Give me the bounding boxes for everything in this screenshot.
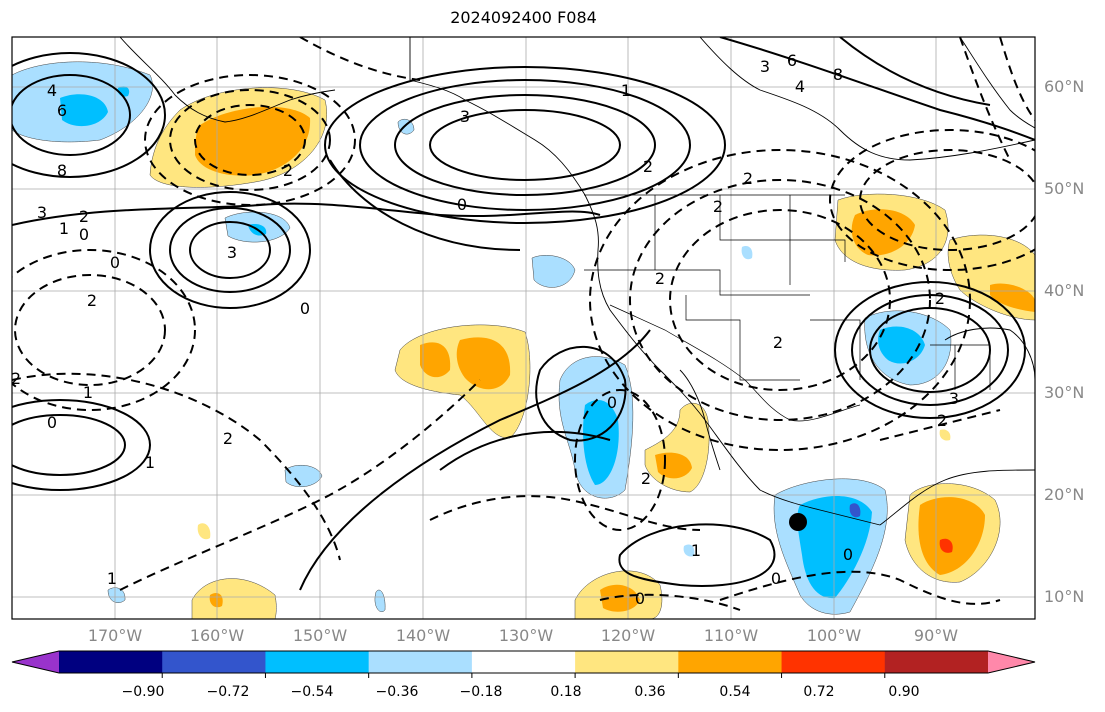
contour-label: 2 xyxy=(773,333,783,352)
contour-label: 2 xyxy=(223,429,233,448)
colorbar-extend-max xyxy=(988,651,1035,673)
colorbar-tick-label: −0.72 xyxy=(206,684,250,700)
lat-label: 40°N xyxy=(1044,281,1085,300)
contour-label: 3 xyxy=(760,57,770,76)
contour-label: 0 xyxy=(843,545,853,564)
colorbar-tick-label: 0.18 xyxy=(550,684,582,700)
lon-label: 90°W xyxy=(913,626,959,645)
contour-label: 4 xyxy=(795,77,805,96)
colorbar-segment xyxy=(265,651,370,673)
lon-label: 120°W xyxy=(600,626,656,645)
lat-label: 30°N xyxy=(1044,383,1085,402)
colorbar-tick-label: −0.36 xyxy=(375,684,419,700)
colorbar-extend-min xyxy=(12,651,59,673)
colorbar-tick-label: 0.54 xyxy=(719,684,751,700)
solid-contours xyxy=(12,37,1035,591)
colorbar-segment xyxy=(59,651,163,673)
contour-label: 2 xyxy=(87,291,97,310)
contour-label: 2 xyxy=(713,197,723,216)
map-title: 2024092400 F084 xyxy=(450,8,597,27)
lon-label: 130°W xyxy=(498,626,554,645)
contour-label: 2 xyxy=(283,161,293,180)
contour-label: 0 xyxy=(79,225,89,244)
colorbar-outline xyxy=(11,650,1036,674)
lat-label: 50°N xyxy=(1044,179,1085,198)
colorbar-segment xyxy=(471,651,576,673)
contour-label: 3 xyxy=(949,389,959,408)
contour-label: 3 xyxy=(460,107,470,126)
colorbar-segment xyxy=(884,651,989,673)
contour-label: 2 xyxy=(655,269,665,288)
lon-label: 110°W xyxy=(703,626,759,645)
contour-label: 4 xyxy=(47,81,57,100)
contour-labels: 4 6 8 3 1 0 2 2 0 2 0 1 3 1 2 0 3 6 8 4 … xyxy=(11,51,959,608)
contour-label: 2 xyxy=(11,369,21,388)
contour-label: 0 xyxy=(300,299,310,318)
contour-label: 1 xyxy=(83,383,93,402)
lon-label: 170°W xyxy=(87,626,143,645)
colorbar-tick-label: 0.90 xyxy=(888,684,920,700)
colorbar-segment xyxy=(781,651,886,673)
contour-label: 1 xyxy=(621,81,631,100)
contour-label: 3 xyxy=(227,243,237,262)
contour-label: 0 xyxy=(771,569,781,588)
colorbar-tick-label: 0.72 xyxy=(803,684,835,700)
lon-label: 100°W xyxy=(806,626,862,645)
contour-label: 2 xyxy=(79,207,89,226)
storm-center-marker xyxy=(789,513,807,531)
contour-label: 0 xyxy=(607,393,617,412)
contour-label: 8 xyxy=(57,161,67,180)
colorbar-segment xyxy=(368,651,473,673)
contour-label: 2 xyxy=(935,289,945,308)
contour-label: 1 xyxy=(145,453,155,472)
negative-shading xyxy=(12,61,952,615)
contour-label: 2 xyxy=(937,411,947,430)
contour-label: 2 xyxy=(643,157,653,176)
contour-label: 2 xyxy=(641,469,651,488)
colorbar-segment xyxy=(678,651,783,673)
contour-label: 2 xyxy=(743,169,753,188)
lat-label: 10°N xyxy=(1044,587,1085,606)
contour-label: 0 xyxy=(635,589,645,608)
colorbar-tick-label: −0.90 xyxy=(121,684,165,700)
contour-label: 1 xyxy=(59,219,69,238)
contour-label: 0 xyxy=(47,413,57,432)
contour-label: 1 xyxy=(107,569,117,588)
colorbar xyxy=(11,650,1036,678)
lon-label: 150°W xyxy=(292,626,348,645)
contour-label: 1 xyxy=(691,541,701,560)
colorbar-tick-label: −0.54 xyxy=(290,684,334,700)
contour-label: 6 xyxy=(57,101,67,120)
dashed-contours xyxy=(12,37,1035,611)
lon-label: 160°W xyxy=(189,626,245,645)
colorbar-segment xyxy=(575,651,679,673)
contour-label: 8 xyxy=(833,65,843,84)
colorbar-tick-label: −0.18 xyxy=(459,684,503,700)
contour-label: 6 xyxy=(787,51,797,70)
lon-label: 140°W xyxy=(395,626,451,645)
contour-label: 0 xyxy=(457,195,467,214)
coastlines xyxy=(119,37,1035,526)
colorbar-segment xyxy=(162,651,266,673)
map-frame xyxy=(11,36,1036,620)
lat-label: 20°N xyxy=(1044,485,1085,504)
contour-label: 3 xyxy=(37,203,47,222)
colorbar-tick-label: 0.36 xyxy=(634,684,666,700)
contour-label: 0 xyxy=(110,253,120,272)
lat-label: 60°N xyxy=(1044,77,1085,96)
